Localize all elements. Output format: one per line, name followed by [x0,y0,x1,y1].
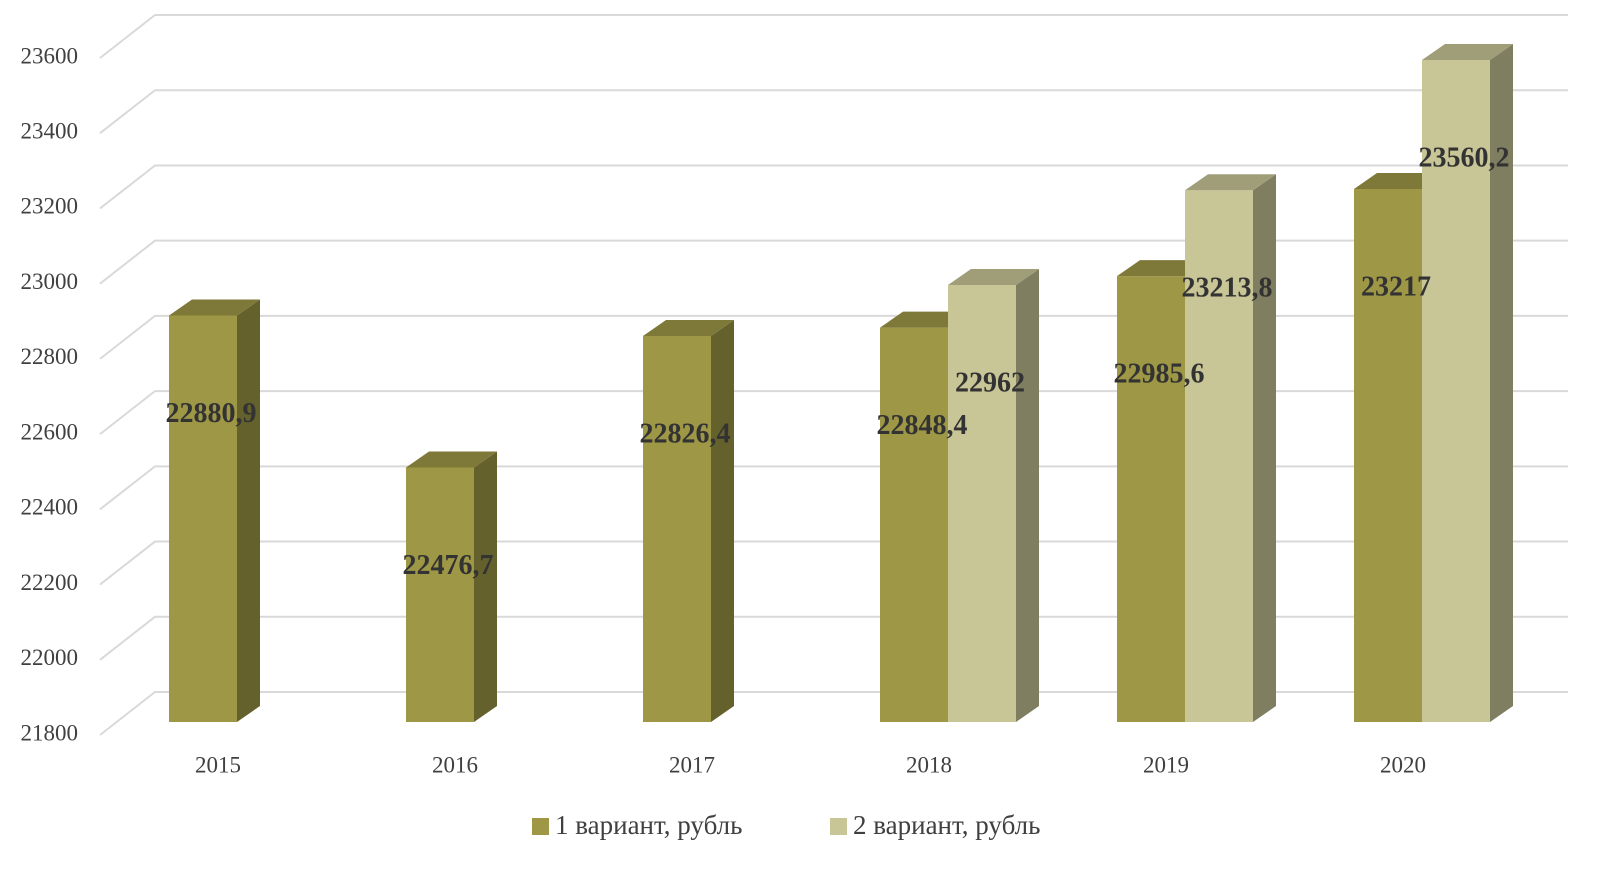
bar [169,299,260,722]
data-label: 22985,6 [1114,359,1205,390]
grid-line [99,390,1568,435]
data-label: 22962 [955,367,1025,398]
bar-front [1354,189,1422,723]
bar-front [1185,190,1253,723]
data-label: 22848,4 [877,410,968,441]
bar-top [948,268,1039,285]
y-tick-label: 21800 [21,720,79,745]
bar-front [406,467,474,722]
bar [948,268,1039,722]
y-tick-label: 22600 [21,419,79,444]
grid-line [99,465,1568,511]
grid-line [99,239,1568,285]
bar [406,451,497,722]
x-tick-label: 2016 [432,752,478,777]
y-tick-label: 23200 [21,194,79,219]
bar-top [406,451,497,468]
legend-label: 2 вариант, рубль [853,810,1040,840]
bar-front [1422,59,1490,722]
data-label: 23217 [1361,271,1431,302]
x-tick-label: 2017 [669,752,715,777]
grid-line [99,314,1568,360]
bar-side [1253,174,1276,723]
y-tick-label: 22200 [21,570,79,595]
bar-front [880,327,948,722]
bar-front [169,315,237,722]
x-tick-label: 2018 [906,752,952,777]
bar [643,319,734,722]
grid-line [99,540,1568,586]
grid-line [99,14,1568,59]
x-tick-label: 2020 [1380,752,1426,777]
legend-label: 1 вариант, рубль [555,810,742,840]
data-label: 23560,2 [1419,142,1510,173]
bar-side [237,299,260,722]
bar-side [711,319,734,722]
bar-side [1016,268,1039,722]
y-tick-label: 23600 [21,43,79,68]
bar-side [1490,43,1513,722]
bar-front [948,284,1016,722]
bar-side [474,451,497,722]
grid-line [99,164,1568,210]
y-tick-label: 22800 [21,344,79,369]
bar-top [169,299,260,316]
y-tick-label: 23000 [21,269,79,294]
x-tick-label: 2019 [1143,752,1189,777]
data-label: 22880,9 [166,398,257,429]
bar-top [1185,174,1276,191]
data-label: 22826,4 [640,418,731,449]
bar [1185,174,1276,723]
bar-front [643,335,711,722]
grid-line [99,89,1568,135]
y-tick-label: 22400 [21,495,79,520]
grid-line [99,615,1568,661]
y-tick-label: 22000 [21,645,79,670]
grid-line [99,691,1568,736]
data-label: 22476,7 [403,550,494,581]
legend-swatch [532,818,549,835]
y-tick-label: 23400 [21,119,79,144]
x-tick-label: 2015 [195,752,241,777]
legend-swatch [830,818,847,835]
bar-top [643,319,734,336]
data-label: 23213,8 [1182,273,1273,304]
bar [1422,43,1513,722]
bar-top [1422,43,1513,60]
bar-front [1117,276,1185,722]
